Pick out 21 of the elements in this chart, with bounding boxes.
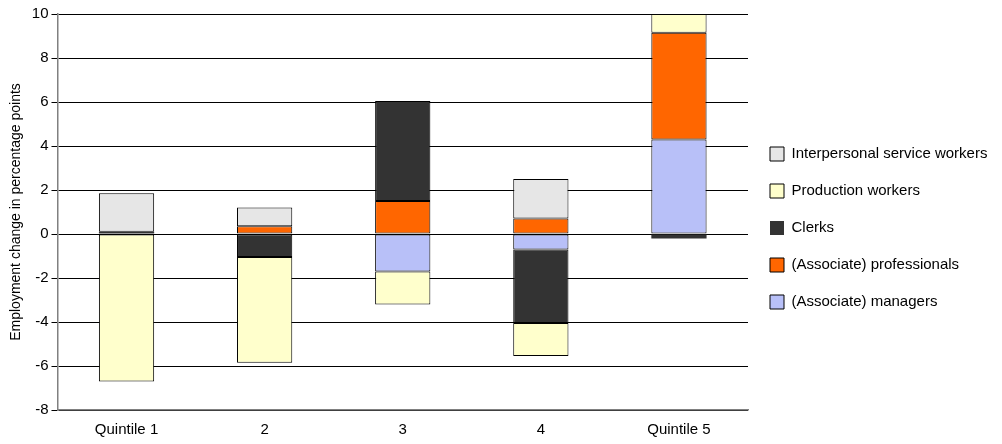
legend-label: Production workers (791, 181, 920, 199)
legend-label: (Associate) professionals (791, 255, 960, 273)
y-tick-label: 6 (40, 92, 49, 110)
x-tick-label: 3 (398, 420, 407, 438)
x-tick-label: Quintile 5 (647, 420, 711, 438)
y-tick-label: -4 (35, 312, 49, 330)
y-tick-label: 2 (40, 180, 49, 198)
x-tick-label: 4 (536, 420, 546, 438)
legend-label: Interpersonal service workers (791, 144, 988, 162)
y-tick-label: 4 (40, 136, 49, 154)
y-tick-label: -6 (35, 356, 49, 374)
y-tick-label: -8 (35, 400, 49, 418)
y-axis-title: Employment change in percentage points (7, 83, 24, 341)
x-tick-label: 2 (260, 420, 269, 438)
y-tick-label: -2 (35, 268, 49, 286)
y-tick-label: 10 (31, 4, 49, 22)
legend-label: Clerks (791, 218, 835, 236)
y-tick-label: 8 (40, 48, 49, 66)
x-tick-label: Quintile 1 (94, 420, 159, 438)
legend-label: (Associate) managers (791, 292, 938, 310)
y-tick-label: 0 (40, 224, 49, 242)
